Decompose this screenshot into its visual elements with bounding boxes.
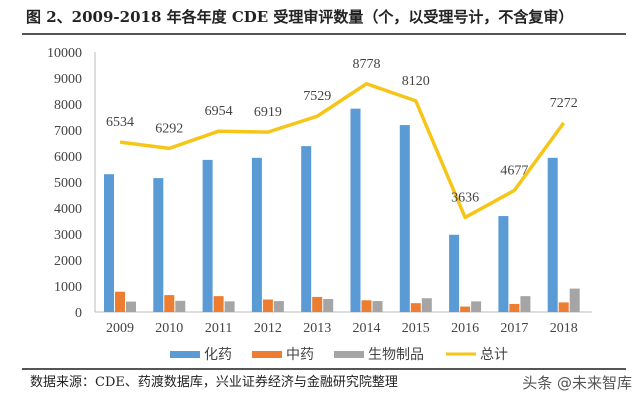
- data-label: 7272: [550, 96, 578, 111]
- data-label: 7529: [303, 89, 331, 104]
- legend-swatch: [334, 351, 364, 358]
- data-label: 3636: [451, 190, 479, 205]
- data-label: 6534: [106, 115, 134, 130]
- data-label: 8778: [353, 57, 381, 72]
- y-tick-label: 5000: [54, 176, 82, 191]
- bar-化药: [498, 216, 509, 312]
- legend-label: 生物制品: [368, 347, 424, 363]
- x-tick-label: 2016: [451, 321, 479, 336]
- bar-化药: [399, 125, 410, 312]
- bar-中药: [509, 303, 520, 312]
- x-tick-label: 2014: [353, 321, 381, 336]
- bar-中药: [312, 296, 323, 312]
- chart-title: 图 2、2009-2018 年各年度 CDE 受理审评数量（个，以受理号计，不含…: [26, 8, 574, 26]
- x-tick-label: 2017: [500, 321, 528, 336]
- bar-化药: [301, 146, 312, 312]
- y-tick-label: 1000: [54, 280, 82, 295]
- watermark: 头条 @未来智库: [522, 374, 632, 392]
- bar-生物制品: [421, 298, 432, 312]
- y-tick-label: 6000: [54, 150, 82, 165]
- y-tick-label: 3000: [54, 228, 82, 243]
- bar-生物制品: [471, 301, 482, 312]
- y-tick-label: 7000: [54, 124, 82, 139]
- bar-生物制品: [224, 301, 235, 312]
- y-tick-label: 4000: [54, 202, 82, 217]
- bar-中药: [262, 299, 273, 312]
- bar-中药: [460, 306, 471, 312]
- x-tick-label: 2011: [205, 321, 232, 336]
- data-label: 4677: [500, 163, 528, 178]
- bar-化药: [547, 157, 558, 312]
- bar-化药: [350, 108, 361, 313]
- bar-中药: [558, 302, 569, 312]
- bar-中药: [164, 295, 175, 312]
- data-label: 6292: [155, 121, 183, 136]
- data-label: 6919: [254, 105, 282, 120]
- y-tick-label: 10000: [47, 46, 82, 61]
- bar-生物制品: [372, 301, 383, 312]
- bar-化药: [251, 157, 262, 312]
- bar-化药: [153, 178, 164, 312]
- legend-label: 中药: [286, 347, 314, 363]
- bar-化药: [104, 174, 114, 312]
- line-总计: [119, 82, 566, 220]
- bar-中药: [115, 291, 125, 312]
- source-divider: [22, 368, 626, 370]
- bar-中药: [213, 296, 224, 312]
- x-tick-label: 2009: [106, 321, 134, 336]
- data-label: 6954: [205, 104, 233, 119]
- x-tick-label: 2010: [155, 321, 183, 336]
- x-tick-label: 2012: [254, 321, 282, 336]
- bar-化药: [449, 234, 460, 312]
- bar-生物制品: [126, 301, 136, 312]
- bar-生物制品: [273, 301, 284, 312]
- bar-中药: [410, 303, 421, 312]
- bar-中药: [361, 300, 372, 312]
- x-tick-label: 2013: [303, 321, 331, 336]
- y-tick-label: 0: [75, 306, 82, 321]
- y-tick-label: 8000: [54, 98, 82, 113]
- bar-生物制品: [520, 296, 531, 312]
- y-tick-label: 2000: [54, 254, 82, 269]
- x-tick-label: 2015: [402, 321, 430, 336]
- bar-化药: [202, 159, 213, 312]
- source-note: 数据来源：CDE、药渡数据库，兴业证券经济与金融研究院整理: [30, 375, 398, 390]
- legend-swatch: [252, 351, 282, 358]
- x-tick-label: 2018: [550, 321, 578, 336]
- title-divider: [22, 33, 626, 35]
- bar-生物制品: [323, 299, 334, 312]
- bar-生物制品: [175, 300, 186, 312]
- y-tick-label: 9000: [54, 72, 82, 87]
- legend-swatch: [170, 351, 200, 358]
- legend-label: 总计: [480, 347, 508, 363]
- data-label: 8120: [402, 74, 430, 89]
- bar-生物制品: [569, 288, 580, 312]
- legend-label: 化药: [204, 347, 232, 363]
